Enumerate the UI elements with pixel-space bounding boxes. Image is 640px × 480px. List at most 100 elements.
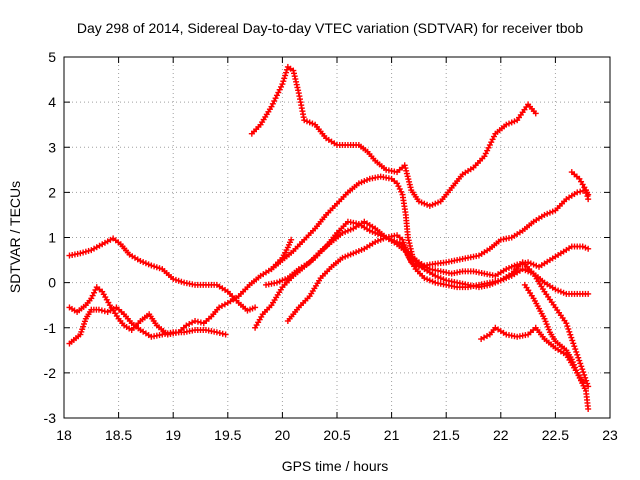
plus-marker — [404, 173, 411, 180]
plus-marker — [369, 228, 376, 235]
plus-marker — [403, 167, 410, 174]
x-tick-label: 23 — [602, 427, 618, 443]
plus-marker — [574, 351, 581, 358]
series-s8 — [268, 173, 592, 390]
series-s11 — [568, 169, 592, 198]
plus-marker — [511, 118, 518, 125]
plus-marker — [569, 337, 576, 344]
plus-marker — [486, 281, 493, 288]
plus-marker — [156, 265, 163, 272]
plus-marker — [585, 290, 592, 297]
plus-marker — [280, 78, 287, 85]
plus-marker — [279, 277, 286, 284]
plus-marker — [101, 308, 108, 315]
plus-marker — [571, 343, 578, 350]
plus-marker — [585, 245, 592, 252]
plus-marker — [281, 75, 288, 82]
plus-marker — [192, 317, 199, 324]
plus-marker — [577, 188, 584, 195]
plus-marker — [522, 267, 529, 274]
y-tick-label: -1 — [44, 320, 57, 336]
plus-marker — [489, 280, 496, 287]
plus-marker — [435, 199, 442, 206]
plus-marker — [355, 180, 362, 187]
plus-marker — [77, 250, 84, 257]
plus-marker — [282, 72, 289, 79]
plus-marker — [555, 287, 562, 294]
plus-marker — [527, 260, 534, 267]
plus-marker — [511, 262, 518, 269]
plus-marker — [485, 144, 492, 151]
plus-marker — [407, 184, 414, 191]
y-tick-label: 1 — [48, 230, 56, 246]
y-tick-label: 0 — [48, 275, 56, 291]
plus-marker — [402, 165, 409, 172]
plus-marker — [91, 289, 98, 296]
x-axis-label: GPS time / hours — [282, 458, 389, 474]
plus-marker — [532, 110, 539, 117]
plus-marker — [568, 334, 575, 341]
plus-marker — [339, 229, 346, 236]
plus-marker — [395, 183, 402, 190]
plus-marker — [426, 202, 433, 209]
plus-marker — [358, 246, 365, 253]
plus-marker — [347, 251, 354, 258]
plus-marker — [213, 329, 220, 336]
plus-marker — [406, 178, 413, 185]
y-tick-label: 4 — [48, 94, 56, 110]
plus-marker — [435, 273, 442, 280]
plus-marker — [541, 211, 548, 218]
plus-marker — [98, 307, 105, 314]
plus-marker — [574, 189, 581, 196]
plus-marker — [175, 277, 182, 284]
plus-marker — [269, 100, 276, 107]
plus-marker — [89, 292, 96, 299]
plus-marker — [567, 331, 574, 338]
y-tick-label: 2 — [48, 184, 56, 200]
plus-marker — [503, 121, 510, 128]
plus-marker — [573, 367, 580, 374]
plus-marker — [488, 139, 495, 146]
plus-marker — [490, 133, 497, 140]
x-tick-label: 20 — [275, 427, 291, 443]
plus-marker — [572, 346, 579, 353]
y-axis-label: SDTVAR / TECUs — [7, 181, 23, 293]
plus-marker — [570, 361, 577, 368]
plus-marker — [573, 348, 580, 355]
plus-marker — [372, 239, 379, 246]
plus-marker — [544, 323, 551, 330]
plus-marker — [486, 141, 493, 148]
plus-marker — [585, 405, 592, 412]
plus-marker — [355, 248, 362, 255]
plus-marker — [492, 279, 499, 286]
series-s1 — [66, 235, 259, 314]
plus-marker — [525, 259, 532, 266]
plus-marker — [440, 276, 447, 283]
plus-marker — [406, 181, 413, 188]
plus-marker — [275, 89, 282, 96]
plus-marker — [541, 315, 548, 322]
plus-marker — [557, 288, 564, 295]
plus-marker — [579, 243, 586, 250]
plus-marker — [582, 374, 589, 381]
plus-marker — [276, 86, 283, 93]
plus-marker — [566, 328, 573, 335]
plus-marker — [429, 201, 436, 208]
plus-marker — [374, 237, 381, 244]
plus-marker — [358, 179, 365, 186]
plus-marker — [279, 81, 286, 88]
plus-marker — [579, 378, 586, 385]
plus-marker — [569, 359, 576, 366]
plus-marker — [342, 228, 349, 235]
plus-marker — [564, 323, 571, 330]
plus-marker — [576, 357, 583, 364]
x-tick-label: 18 — [56, 427, 72, 443]
y-tick-labels: -3 -2 -1 0 1 2 3 4 5 — [44, 49, 57, 426]
plus-marker — [560, 289, 567, 296]
plus-marker — [546, 209, 553, 216]
plus-marker — [342, 253, 349, 260]
plus-marker — [216, 330, 223, 337]
plus-marker — [581, 371, 588, 378]
plus-marker — [570, 340, 577, 347]
plus-marker — [503, 266, 510, 273]
